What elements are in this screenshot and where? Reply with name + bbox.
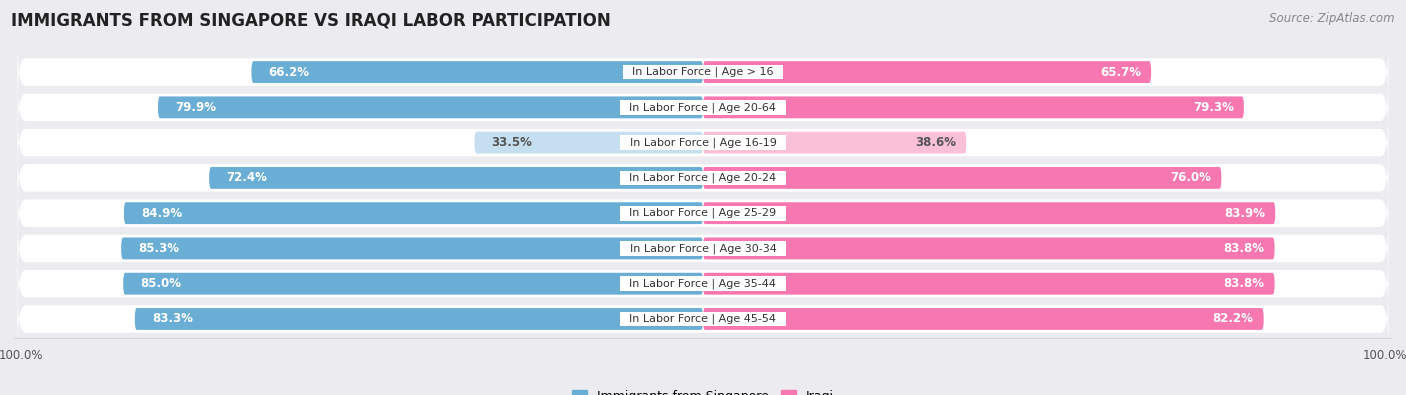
- FancyBboxPatch shape: [135, 308, 703, 330]
- Text: 66.2%: 66.2%: [269, 66, 309, 79]
- FancyBboxPatch shape: [17, 43, 1389, 101]
- FancyBboxPatch shape: [703, 202, 1275, 224]
- Text: 85.3%: 85.3%: [138, 242, 179, 255]
- Text: In Labor Force | Age 16-19: In Labor Force | Age 16-19: [623, 137, 783, 148]
- FancyBboxPatch shape: [703, 132, 966, 154]
- FancyBboxPatch shape: [17, 290, 1389, 348]
- FancyBboxPatch shape: [703, 308, 1264, 330]
- FancyBboxPatch shape: [252, 61, 703, 83]
- Text: 83.3%: 83.3%: [152, 312, 193, 325]
- Text: 79.3%: 79.3%: [1192, 101, 1233, 114]
- FancyBboxPatch shape: [17, 255, 1389, 312]
- FancyBboxPatch shape: [209, 167, 703, 189]
- Text: 72.4%: 72.4%: [226, 171, 267, 184]
- Text: In Labor Force | Age 20-24: In Labor Force | Age 20-24: [623, 173, 783, 183]
- FancyBboxPatch shape: [474, 132, 703, 154]
- FancyBboxPatch shape: [124, 273, 703, 295]
- FancyBboxPatch shape: [17, 220, 1389, 277]
- Text: 83.9%: 83.9%: [1225, 207, 1265, 220]
- FancyBboxPatch shape: [703, 273, 1275, 295]
- Text: 38.6%: 38.6%: [915, 136, 956, 149]
- FancyBboxPatch shape: [121, 237, 703, 260]
- FancyBboxPatch shape: [17, 149, 1389, 207]
- Text: In Labor Force | Age 30-34: In Labor Force | Age 30-34: [623, 243, 783, 254]
- Legend: Immigrants from Singapore, Iraqi: Immigrants from Singapore, Iraqi: [572, 389, 834, 395]
- FancyBboxPatch shape: [157, 96, 703, 118]
- Text: 79.9%: 79.9%: [174, 101, 217, 114]
- Text: 83.8%: 83.8%: [1223, 277, 1264, 290]
- FancyBboxPatch shape: [703, 61, 1152, 83]
- Text: 83.8%: 83.8%: [1223, 242, 1264, 255]
- FancyBboxPatch shape: [703, 96, 1244, 118]
- Text: 85.0%: 85.0%: [141, 277, 181, 290]
- FancyBboxPatch shape: [703, 237, 1275, 260]
- FancyBboxPatch shape: [17, 184, 1389, 242]
- Text: 33.5%: 33.5%: [492, 136, 533, 149]
- FancyBboxPatch shape: [703, 167, 1222, 189]
- Text: 76.0%: 76.0%: [1170, 171, 1211, 184]
- Text: In Labor Force | Age 20-64: In Labor Force | Age 20-64: [623, 102, 783, 113]
- Text: In Labor Force | Age 25-29: In Labor Force | Age 25-29: [623, 208, 783, 218]
- Text: In Labor Force | Age > 16: In Labor Force | Age > 16: [626, 67, 780, 77]
- Text: In Labor Force | Age 35-44: In Labor Force | Age 35-44: [623, 278, 783, 289]
- Text: 82.2%: 82.2%: [1212, 312, 1254, 325]
- Text: 84.9%: 84.9%: [141, 207, 181, 220]
- Text: In Labor Force | Age 45-54: In Labor Force | Age 45-54: [623, 314, 783, 324]
- FancyBboxPatch shape: [17, 114, 1389, 171]
- FancyBboxPatch shape: [124, 202, 703, 224]
- Text: Source: ZipAtlas.com: Source: ZipAtlas.com: [1270, 12, 1395, 25]
- Text: IMMIGRANTS FROM SINGAPORE VS IRAQI LABOR PARTICIPATION: IMMIGRANTS FROM SINGAPORE VS IRAQI LABOR…: [11, 12, 612, 30]
- Text: 65.7%: 65.7%: [1099, 66, 1140, 79]
- FancyBboxPatch shape: [17, 79, 1389, 136]
